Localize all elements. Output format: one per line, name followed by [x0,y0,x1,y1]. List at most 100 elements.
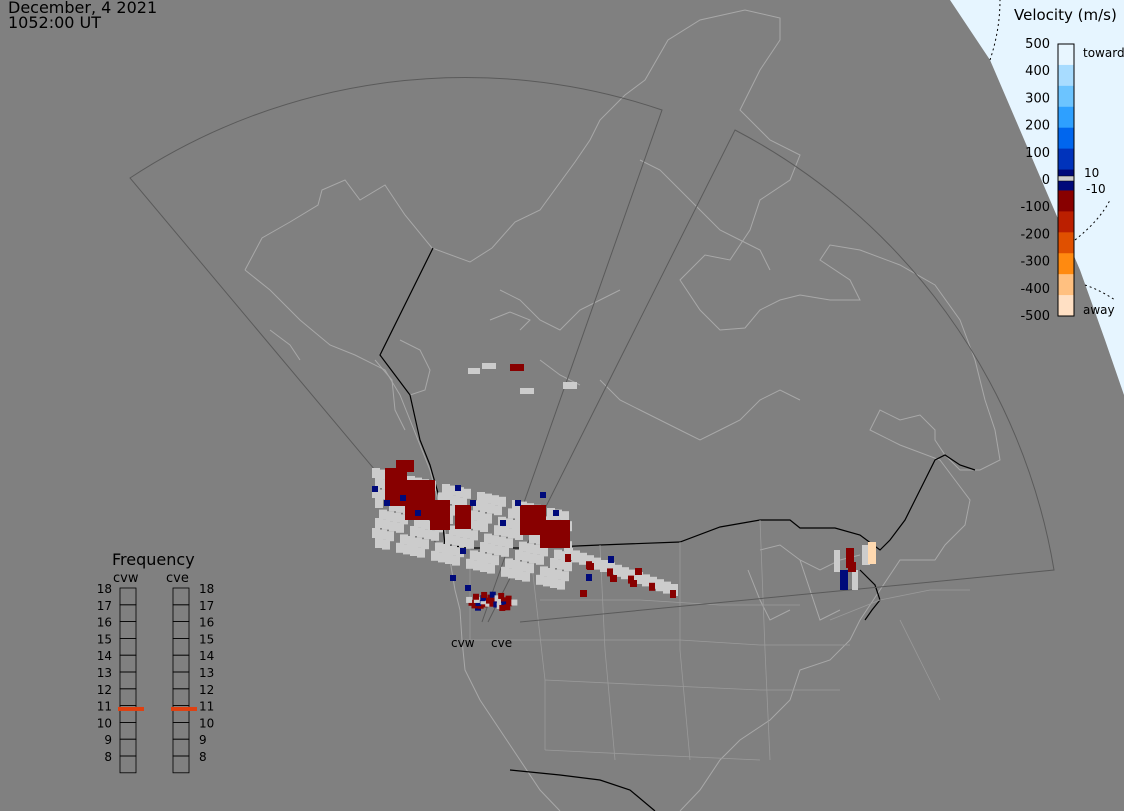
scatter-cell [435,542,443,553]
frequency-cell-cve [172,722,190,740]
scatter-cell [508,528,516,539]
scatter-cell [553,510,559,516]
scatter-cell [463,528,471,539]
scatter-cell [501,546,509,557]
frequency-cell-cvw [119,755,137,774]
scatter-cell [421,519,429,530]
frequency-cell-cve [172,671,190,690]
scatter-cell [540,546,548,557]
frequency-cell-cvw [119,671,137,690]
terminator-line [989,0,1001,61]
inner-negative-label: -10 [1086,182,1106,196]
scatter-cell [396,502,404,513]
scatter-cell [473,560,481,571]
scatter-cell [543,576,551,587]
scatter-cells [372,363,876,611]
scatter-cell [499,604,506,611]
scatter-cell [445,494,453,504]
scatter-cell [417,527,425,538]
scatter-cell [417,547,425,558]
scatter-cell [480,595,487,602]
scatter-cell [506,600,513,607]
scatter-cell [834,550,840,572]
scatter-cell [477,552,485,562]
scatter-cell [529,533,537,544]
scatter-cell [515,550,523,560]
frequency-marker-cve [171,706,197,711]
velocity-ticks: 500 400 300 200 100 0 -100 -200 -300 -400 -500 [1020,37,1050,324]
scatter-cell [498,536,506,547]
velocity-band [1058,190,1074,212]
scatter-cell [608,556,614,563]
frequency-level-label: 12 [97,683,112,697]
scatter-cell [449,505,457,516]
frequency-radar-cvw: cvw [113,571,139,586]
frequency-legend: Frequency cvw cve 1817161514131211109818… [97,550,214,774]
scatter-cell [415,510,421,516]
scatter-cell [481,601,488,608]
velocity-tick-label: 100 [1025,146,1050,161]
velocity-band [1058,106,1074,129]
scatter-cell [670,590,676,598]
scatter-cell [540,492,546,498]
frequency-cell-cve [172,621,190,639]
frequency-level-label: 15 [199,632,214,646]
velocity-zero-band [1057,175,1075,182]
frequency-level-label: 13 [97,666,112,680]
scatter-cell [477,492,485,502]
frequency-cell-cve [172,587,190,606]
scatter-cell [430,500,450,530]
scatter-cell [465,585,471,591]
scatter-cell [526,563,534,574]
scatter-cell [475,599,482,606]
frequency-cell-cvw [119,587,137,606]
scatter-cell [459,497,467,508]
frequency-level-label: 11 [97,700,112,714]
scatter-cell [382,539,390,550]
velocity-legend: Velocity (m/s) 500 400 300 200 100 0 -100 -200 -… [1014,6,1124,324]
scatter-cell [563,382,577,389]
scatter-cell [449,545,457,556]
scatter-cell [515,530,523,540]
scatter-cell [630,580,637,587]
scatter-cell [407,536,415,546]
scatter-cell [450,575,456,581]
scatter-cell [491,535,499,546]
velocity-colorbar [1057,44,1075,317]
scatter-cell [485,600,492,607]
scatter-cell [481,591,488,598]
scatter-cell [586,574,592,581]
velocity-band [1058,127,1074,150]
scatter-cell [494,545,502,556]
frequency-cell-cve [172,738,190,757]
scatter-cell [526,543,534,554]
scatter-cell [386,531,394,542]
scatter-cell [480,522,488,532]
velocity-band [1058,148,1074,171]
velocity-tick-label: -200 [1020,227,1050,242]
scatter-cell [480,598,487,605]
scatter-cell [547,508,555,518]
scatter-cell [445,534,453,544]
scatter-cell [484,493,492,504]
scatter-cell [459,537,467,548]
scatter-cell [445,554,453,564]
scatter-cell [536,554,544,565]
scatter-cell [396,542,404,553]
toward-label: toward [1083,46,1124,60]
scatter-cell [482,363,496,369]
scatter-cell [593,557,601,570]
scatter-cell [410,546,418,556]
scatter-cell [557,579,565,590]
radar-label-cvw: cvw [451,636,475,650]
frequency-level-label: 9 [104,733,112,747]
frequency-level-label: 8 [199,750,207,764]
scatter-cell [572,550,580,563]
scatter-cell [505,595,512,602]
scatter-cell [505,518,513,529]
time-label: 1052:00 UT [8,13,102,32]
scatter-cell [529,553,537,564]
away-label: away [1083,303,1115,317]
scatter-cell [452,555,460,566]
